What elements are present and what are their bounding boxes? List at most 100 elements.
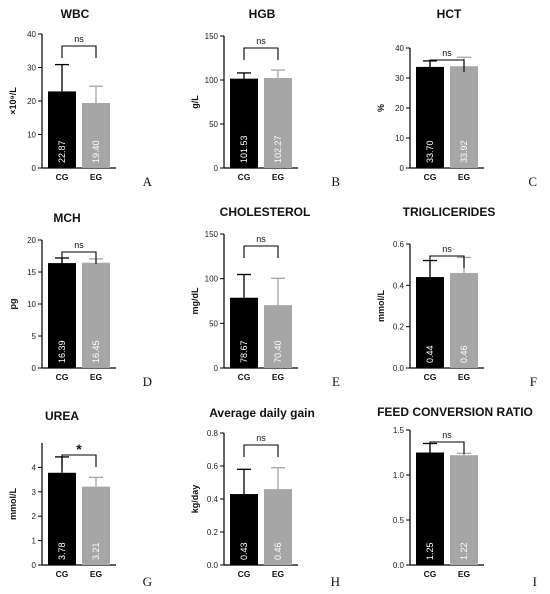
panel-b: HGB 0 50 100 150 g/L 101.53 CG 102.27 EG ns B [190, 7, 340, 189]
y-tick-label: 4 [32, 463, 37, 472]
y-tick-label: 30 [27, 64, 36, 73]
y-tick-label: 0.0 [393, 364, 405, 373]
panel-a: WBC 0 10 20 30 40 ×10⁹/L 22.87 CG 19.40 EG ns A [8, 7, 153, 189]
y-tick-label: 0 [32, 561, 37, 570]
y-tick-label: 50 [209, 319, 218, 328]
panel-title: UREA [45, 409, 79, 423]
y-tick-label: 10 [395, 134, 404, 143]
significance-label: ns [74, 240, 84, 250]
y-axis-label: kg/day [190, 485, 200, 514]
y-tick-label: 0.0 [393, 561, 405, 570]
significance-bracket [243, 47, 279, 60]
y-tick-label: 3 [32, 488, 37, 497]
panel-letter: H [331, 574, 340, 589]
bar-cg [230, 78, 258, 168]
data-label: 0.44 [425, 345, 435, 363]
y-tick-label: 1.5 [393, 426, 405, 435]
bar-eg [82, 486, 110, 565]
y-tick-label: 100 [205, 76, 219, 85]
bar-cg [416, 277, 444, 368]
y-tick-label: 0 [32, 364, 37, 373]
category-label: CG [56, 569, 69, 579]
y-tick-label: 20 [27, 236, 36, 245]
bar-cg [230, 494, 258, 565]
data-label: 0.43 [239, 542, 249, 560]
panel-f: TRIGLICERIDES 0.0 0.2 0.4 0.6 mmol/L 0.44 CG 0.4… [376, 205, 537, 389]
y-axis-label: % [376, 104, 386, 112]
y-tick-label: 0 [400, 164, 405, 173]
panel-c: HCT 0 10 20 30 40% 33.70 CG 33.92 EG ns C [376, 7, 537, 189]
y-tick-label: 5 [32, 332, 37, 341]
panel-letter: A [143, 174, 153, 189]
y-tick-label: 2 [32, 512, 37, 521]
category-label: CG [238, 372, 251, 382]
significance-label: ns [256, 433, 266, 443]
category-label: EG [272, 569, 285, 579]
bar-cg [48, 263, 76, 368]
bar-cg [230, 297, 258, 368]
y-tick-label: 0.8 [207, 429, 219, 438]
y-tick-label: 30 [395, 74, 404, 83]
data-label: 3.78 [57, 542, 67, 560]
panel-letter: E [332, 374, 340, 389]
category-label: CG [56, 172, 69, 182]
bar-cg [48, 91, 76, 168]
y-axis-label: pg [8, 299, 18, 310]
category-label: EG [272, 172, 285, 182]
data-label: 0.46 [459, 345, 469, 363]
significance-label: * [76, 441, 82, 457]
panel-letter: B [331, 174, 340, 189]
data-label: 102.27 [273, 135, 283, 163]
panel-title: TRIGLICERIDES [403, 205, 496, 219]
data-label: 3.21 [91, 542, 101, 560]
category-label: CG [424, 172, 437, 182]
bar-eg [450, 455, 478, 565]
y-tick-label: 10 [27, 300, 36, 309]
y-axis-label: mg/dL [190, 287, 200, 314]
significance-label: ns [256, 234, 266, 244]
data-label: 1.22 [459, 542, 469, 560]
significance-label: ns [442, 244, 452, 254]
data-label: 33.70 [425, 140, 435, 163]
panel-title: HGB [249, 7, 276, 21]
bar-cg [48, 472, 76, 565]
category-label: CG [238, 569, 251, 579]
data-label: 16.45 [91, 340, 101, 363]
y-tick-label: 0 [32, 164, 37, 173]
significance-label: ns [74, 34, 84, 44]
significance-bracket [429, 255, 465, 268]
bar-eg [82, 103, 110, 168]
significance-bracket [61, 251, 97, 264]
y-tick-label: 0.6 [393, 240, 405, 249]
data-label: 33.92 [459, 140, 469, 163]
y-tick-label: 40 [27, 30, 36, 39]
bar-eg [82, 262, 110, 368]
y-tick-label: 0.0 [207, 561, 219, 570]
y-tick-label: 0.6 [207, 462, 219, 471]
significance-bracket [243, 245, 279, 258]
category-label: CG [238, 172, 251, 182]
category-label: CG [56, 372, 69, 382]
panel-letter: I [533, 574, 537, 589]
bar-eg [264, 489, 292, 565]
data-label: 1.25 [425, 542, 435, 560]
data-label: 78.67 [239, 340, 249, 363]
y-axis-label: g/L [190, 95, 200, 109]
category-label: EG [90, 372, 103, 382]
y-axis-label: ×10⁹/L [8, 87, 18, 115]
significance-bracket [429, 59, 465, 72]
panel-i: FEED CONVERSION RATIO 0.0 0.5 1.0 1.5 1.25 CG 1… [377, 405, 537, 589]
panel-title: FEED CONVERSION RATIO [377, 405, 533, 419]
y-tick-label: 0.2 [207, 528, 219, 537]
y-tick-label: 150 [205, 32, 219, 41]
category-label: EG [90, 569, 103, 579]
panel-title: WBC [61, 7, 90, 21]
y-tick-label: 0 [214, 164, 219, 173]
y-tick-label: 100 [205, 275, 219, 284]
data-label: 16.39 [57, 340, 67, 363]
bar-eg [264, 305, 292, 368]
y-tick-label: 1 [32, 537, 37, 546]
y-tick-label: 1.0 [393, 471, 405, 480]
panel-title: CHOLESTEROL [220, 205, 311, 219]
